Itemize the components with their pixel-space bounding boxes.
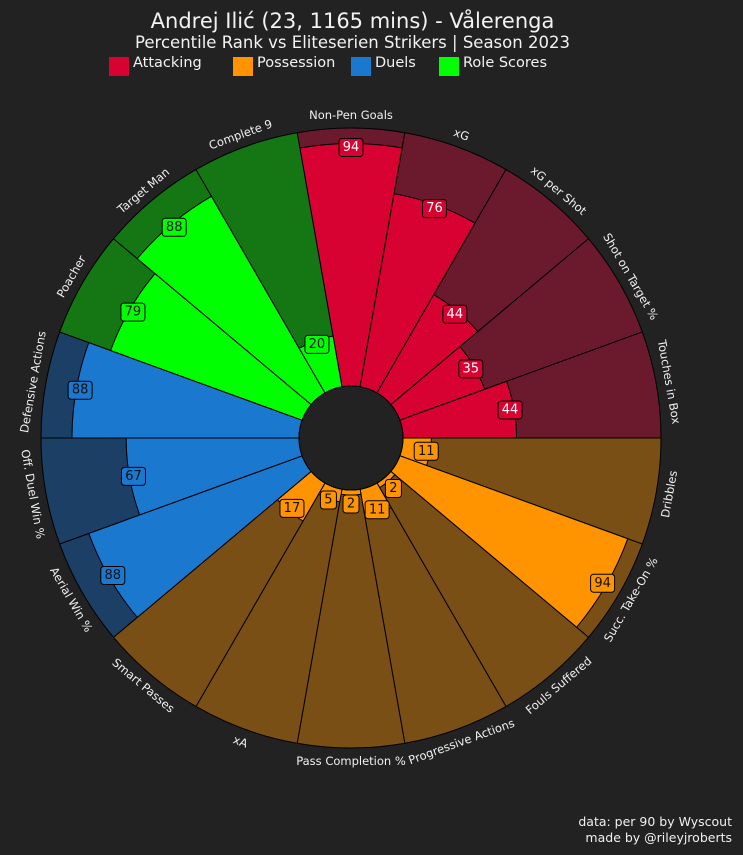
value-label-box <box>342 494 360 514</box>
legend-label-role-scores: Role Scores <box>463 55 548 71</box>
value-label-text: 5 <box>324 493 332 508</box>
param-label-pass-completion: Pass Completion % <box>296 754 406 768</box>
value-label-text: 20 <box>309 337 326 352</box>
chart-subtitle: Percentile Rank vs Eliteserien Strikers … <box>135 33 570 52</box>
chart-title: Andrej Ilić (23, 1165 mins) - Vålerenga <box>150 9 555 33</box>
value-label-text: 44 <box>502 402 519 417</box>
param-label-non-pen-goals: Non-Pen Goals <box>309 108 393 122</box>
value-label-xa: 5 <box>319 490 337 510</box>
center-hub <box>298 385 404 491</box>
value-label-text: 94 <box>343 140 360 155</box>
value-label-box <box>590 573 616 593</box>
value-label-touches-in-box: 44 <box>497 400 523 420</box>
value-label-box <box>338 137 364 157</box>
value-label-text: 35 <box>462 361 479 376</box>
legend-swatch-possession <box>233 57 253 76</box>
value-label-box <box>319 490 337 510</box>
value-label-text: 2 <box>347 497 355 512</box>
param-label-dribbles: Dribbles <box>658 469 680 518</box>
value-label-text: 76 <box>426 201 443 216</box>
value-label-succ-take-on: 94 <box>590 573 616 593</box>
legend-label-attacking: Attacking <box>133 55 202 71</box>
footer-author: made by @rileyjroberts <box>585 830 732 845</box>
value-label-text: 94 <box>594 576 611 591</box>
value-label-complete-9: 20 <box>304 334 330 354</box>
value-label-box <box>458 359 484 379</box>
value-label-box <box>279 498 305 518</box>
value-label-smart-passes: 17 <box>279 498 305 518</box>
value-label-box <box>120 466 146 486</box>
value-label-text: 88 <box>166 220 183 235</box>
value-label-text: 88 <box>105 568 122 583</box>
footer-credits: data: per 90 by Wyscout made by @rileyjr… <box>578 814 732 846</box>
value-label-box <box>497 400 523 420</box>
value-label-box <box>384 479 402 499</box>
value-label-text: 79 <box>125 305 142 320</box>
value-label-box <box>67 380 93 400</box>
footer-data-source: data: per 90 by Wyscout <box>578 814 732 829</box>
legend-label-possession: Possession <box>257 55 336 71</box>
value-label-off-duel-win: 67 <box>120 466 146 486</box>
value-label-non-pen-goals: 94 <box>338 137 364 157</box>
value-label-text: 88 <box>72 383 89 398</box>
param-label-xa: xA <box>231 732 250 750</box>
legend-label-duels: Duels <box>375 55 416 71</box>
value-label-box <box>304 334 330 354</box>
value-label-poacher: 79 <box>120 302 146 322</box>
value-label-text: 2 <box>389 481 397 496</box>
value-label-text: 67 <box>125 469 142 484</box>
value-label-target-man: 88 <box>161 217 187 237</box>
value-label-xg: 76 <box>421 199 447 219</box>
value-label-text: 11 <box>418 444 435 459</box>
value-label-box <box>161 217 187 237</box>
value-label-text: 11 <box>369 502 386 517</box>
legend-swatch-attacking <box>109 57 129 76</box>
value-label-defensive-actions: 88 <box>67 380 93 400</box>
value-label-box <box>120 302 146 322</box>
value-label-box <box>100 566 126 586</box>
value-label-text: 44 <box>447 307 464 322</box>
value-label-box <box>442 304 468 324</box>
value-label-shot-on-target: 35 <box>458 359 484 379</box>
legend-swatch-duels <box>351 57 371 76</box>
legend-swatch-role-scores <box>439 57 459 76</box>
value-label-box <box>421 199 447 219</box>
value-label-progressive-actions: 11 <box>364 500 390 520</box>
value-label-dribbles: 11 <box>413 441 439 461</box>
value-label-text: 17 <box>284 501 301 516</box>
value-label-box <box>364 500 390 520</box>
value-label-fouls-suffered: 2 <box>384 479 402 499</box>
value-label-pass-completion: 2 <box>342 494 360 514</box>
value-label-box <box>413 441 439 461</box>
value-label-xg-per-shot: 44 <box>442 304 468 324</box>
param-label-xg: xG <box>452 125 472 144</box>
value-label-aerial-win: 88 <box>100 566 126 586</box>
